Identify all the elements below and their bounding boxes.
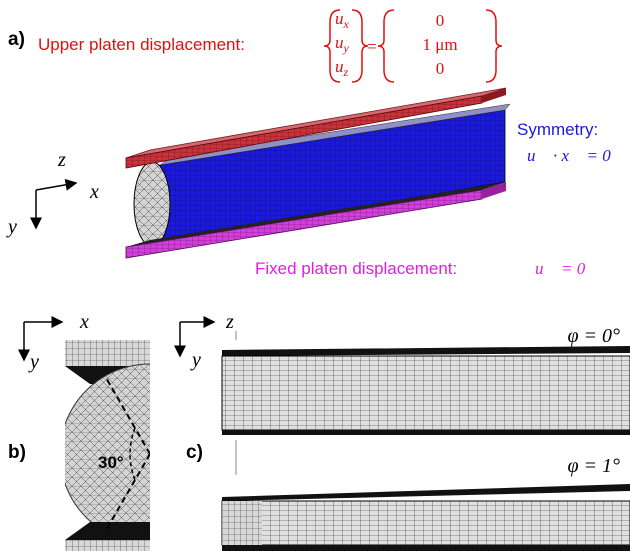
platen-c <box>222 346 630 356</box>
platen-c <box>222 430 630 435</box>
symmetry-title: Symmetry: <box>517 120 598 139</box>
fiber-mesh-dense <box>222 501 262 545</box>
case-label: φ = 0° <box>567 325 620 347</box>
vector-entry: ux <box>335 9 350 31</box>
displacement-vector: ux uy uz = 0 1 μm 0 <box>324 9 502 82</box>
platen-c <box>222 484 630 501</box>
math-part: u <box>335 9 344 28</box>
cross-section <box>60 340 240 551</box>
vector-value: 0 <box>436 59 445 78</box>
case-label: φ = 1° <box>567 455 620 477</box>
fixed-platen-text: Fixed platen displacement: <box>255 259 457 278</box>
platen-b <box>65 540 150 551</box>
axis-label: z <box>225 311 234 333</box>
platen-c <box>222 545 630 551</box>
brace <box>378 10 394 82</box>
vector-entry: uy <box>335 33 350 55</box>
beam-end <box>134 162 170 246</box>
axis-label: x <box>89 181 99 203</box>
math-part: z <box>343 65 349 79</box>
vector-entry: uz <box>335 57 349 79</box>
panel-label: c) <box>186 442 203 463</box>
upper-platen-text: Upper platen displacement: <box>38 35 245 54</box>
brace <box>352 10 368 82</box>
axis-arrow <box>36 183 76 190</box>
axis-label: y <box>6 216 17 238</box>
figure: a) Upper platen displacement: ux uy uz =… <box>0 0 630 551</box>
panel-label: b) <box>8 442 26 463</box>
brace <box>486 10 502 82</box>
math-part: x <box>343 17 350 31</box>
axis-label: x <box>79 311 89 333</box>
math-part: u <box>335 57 344 76</box>
fiber-mesh <box>222 356 630 430</box>
platen-b <box>65 340 150 366</box>
axis-label: z <box>57 149 66 171</box>
fixed-platen-equation: u⃗ = 0⃗ <box>535 259 598 278</box>
axis-label: y <box>28 351 39 373</box>
fiber-mesh <box>222 501 630 545</box>
angle-label: 30° <box>98 453 124 472</box>
axis-label: y <box>190 349 201 371</box>
symmetry-equation: u⃗ · x⃗ = 0 <box>527 146 611 165</box>
equals: = <box>367 37 377 56</box>
vector-value: 0 <box>436 11 445 30</box>
math-part: y <box>343 41 350 55</box>
panel-label: a) <box>8 29 25 50</box>
math-part: u <box>335 33 344 52</box>
vector-value: 1 μm <box>422 35 457 54</box>
